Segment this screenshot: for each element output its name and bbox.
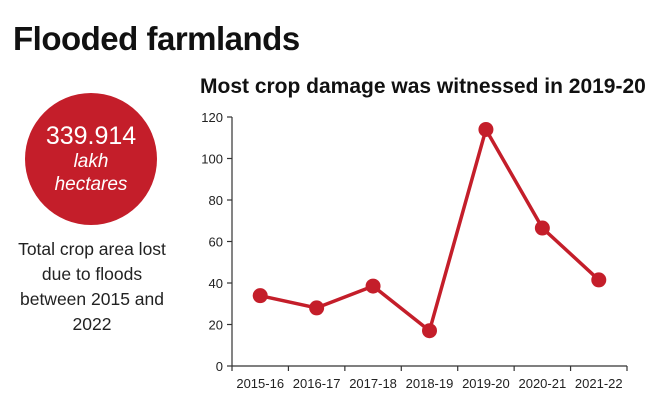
chart-title: Most crop damage was witnessed in 2019-2… bbox=[200, 75, 646, 98]
data-point bbox=[422, 323, 437, 339]
data-point bbox=[365, 278, 381, 294]
y-tick-label: 100 bbox=[201, 152, 223, 167]
x-tick-label: 2020-21 bbox=[518, 376, 566, 391]
x-tick-label: 2018-19 bbox=[406, 376, 454, 391]
data-point bbox=[309, 300, 325, 316]
stat-description: Total crop area lost due to floods betwe… bbox=[18, 239, 166, 334]
x-tick-label: 2019-20 bbox=[462, 376, 510, 391]
stat-unit-line2: hectares bbox=[54, 174, 128, 195]
x-tick-label: 2016-17 bbox=[293, 376, 341, 391]
stat-value: 339.914 bbox=[45, 122, 137, 150]
stat-circle: 339.914 lakh hectares bbox=[25, 93, 157, 225]
page-title: Flooded farmlands bbox=[13, 20, 300, 57]
x-tick-label: 2021-22 bbox=[575, 376, 623, 391]
y-tick-label: 120 bbox=[201, 110, 223, 125]
y-tick-label: 60 bbox=[209, 235, 223, 250]
stat-unit-line1: lakh bbox=[73, 151, 109, 172]
y-tick-label: 80 bbox=[209, 193, 223, 208]
x-tick-label: 2017-18 bbox=[349, 376, 397, 391]
x-axis: 2015-16 2016-17 2017-18 2018-19 2019-20 2020-… bbox=[231, 365, 628, 391]
y-tick-label: 40 bbox=[209, 276, 223, 291]
data-point bbox=[591, 272, 607, 288]
series-crop-damage bbox=[252, 121, 607, 339]
y-axis: 0 20 40 60 80 100 120 bbox=[201, 110, 233, 374]
y-tick-label: 0 bbox=[216, 359, 223, 374]
data-point bbox=[534, 220, 550, 236]
data-point bbox=[478, 121, 494, 137]
data-point bbox=[252, 288, 268, 304]
x-tick-label: 2015-16 bbox=[236, 376, 284, 391]
y-tick-label: 20 bbox=[209, 318, 223, 333]
